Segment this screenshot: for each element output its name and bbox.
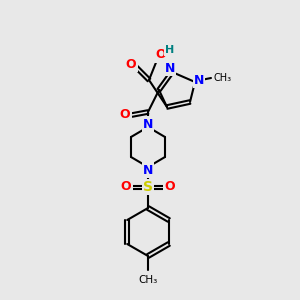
Text: O: O bbox=[120, 109, 130, 122]
Text: O: O bbox=[121, 181, 131, 194]
Text: N: N bbox=[165, 61, 175, 74]
Text: H: H bbox=[165, 45, 175, 55]
Text: O: O bbox=[126, 58, 136, 70]
Text: CH₃: CH₃ bbox=[138, 275, 158, 285]
Text: N: N bbox=[194, 74, 204, 86]
Text: N: N bbox=[143, 118, 153, 130]
Text: O: O bbox=[165, 181, 175, 194]
Text: S: S bbox=[143, 180, 153, 194]
Text: CH₃: CH₃ bbox=[214, 73, 232, 83]
Text: N: N bbox=[143, 164, 153, 176]
Text: O: O bbox=[156, 49, 166, 62]
